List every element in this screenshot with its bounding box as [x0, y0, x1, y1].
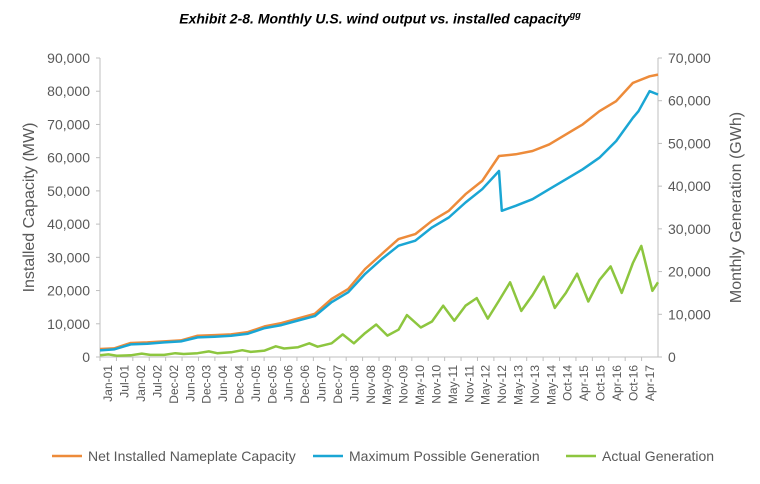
legend-label-2: Maximum Possible Generation: [349, 448, 540, 464]
x-tick-label: Dec-07: [331, 365, 345, 404]
x-tick-label: May-12: [479, 365, 493, 405]
right-tick-label: 20,000: [668, 264, 711, 280]
left-tick-label: 90,000: [47, 50, 90, 66]
right-axis-title: Monthly Generation (GWh): [728, 112, 745, 303]
left-tick-label: 10,000: [47, 316, 90, 332]
right-tick-label: 0: [668, 349, 676, 365]
x-tick-label: Apr-17: [643, 365, 657, 401]
series-line-1: [99, 73, 659, 351]
left-tick-label: 0: [82, 349, 90, 365]
x-tick-label: Nov-11: [462, 365, 476, 403]
x-tick-label: Nov-08: [364, 365, 378, 404]
x-tick-label: Jun-08: [347, 365, 361, 402]
left-tick-label: 20,000: [47, 283, 90, 299]
right-tick-label: 10,000: [668, 306, 711, 322]
x-tick-label: Oct-15: [594, 365, 608, 401]
x-tick-label: May-09: [380, 365, 394, 405]
x-tick-label: Dec-02: [167, 365, 181, 404]
title-footnote: gg: [569, 10, 581, 20]
right-tick-label: 30,000: [668, 221, 711, 237]
right-tick-label: 50,000: [668, 135, 711, 151]
legend-label-1: Net Installed Nameplate Capacity: [88, 448, 296, 464]
series-line-3: [99, 244, 660, 357]
x-tick-label: Jun-03: [183, 365, 197, 402]
x-tick-label: May-13: [512, 365, 526, 405]
x-tick-label: Apr-15: [577, 365, 591, 401]
x-tick-label: Dec-05: [265, 365, 279, 404]
left-axis-title: Installed Capacity (MW): [21, 123, 38, 293]
x-tick-label: Nov-09: [397, 365, 411, 404]
left-tick-label: 60,000: [47, 150, 90, 166]
x-tick-label: Nov-10: [429, 365, 443, 404]
x-tick-label: Jun-06: [282, 365, 296, 402]
right-tick-label: 70,000: [668, 50, 711, 66]
x-tick-label: May-10: [413, 365, 427, 405]
x-tick-label: Nov-12: [495, 365, 509, 404]
x-tick-label: Jan-02: [134, 365, 148, 402]
x-tick-label: Dec-03: [200, 365, 214, 404]
left-tick-label: 30,000: [47, 249, 90, 265]
x-tick-label: Nov-13: [528, 365, 542, 404]
left-tick-label: 50,000: [47, 183, 90, 199]
x-tick-label: Jan-01: [101, 365, 115, 402]
x-tick-label: Jun-07: [315, 365, 329, 402]
x-tick-label: Jun-04: [216, 365, 230, 402]
x-tick-label: Jul-02: [150, 365, 164, 398]
series-line-2: [99, 89, 659, 352]
x-tick-label: Jun-05: [249, 365, 263, 402]
left-tick-label: 80,000: [47, 83, 90, 99]
left-tick-label: 70,000: [47, 116, 90, 132]
x-tick-label: Dec-04: [233, 365, 247, 404]
right-tick-label: 40,000: [668, 178, 711, 194]
legend-label-3: Actual Generation: [602, 448, 714, 464]
right-tick-label: 60,000: [668, 93, 711, 109]
x-tick-label: Apr-16: [610, 365, 624, 401]
chart-title: Exhibit 2-8. Monthly U.S. wind output vs…: [179, 10, 581, 27]
x-tick-label: Dec-06: [298, 365, 312, 404]
x-tick-label: Jul-01: [118, 365, 132, 398]
x-tick-label: Oct-14: [561, 365, 575, 401]
x-tick-label: May-14: [544, 365, 558, 405]
left-tick-label: 40,000: [47, 216, 90, 232]
x-tick-label: May-11: [446, 365, 460, 404]
x-tick-label: Oct-16: [626, 365, 640, 401]
